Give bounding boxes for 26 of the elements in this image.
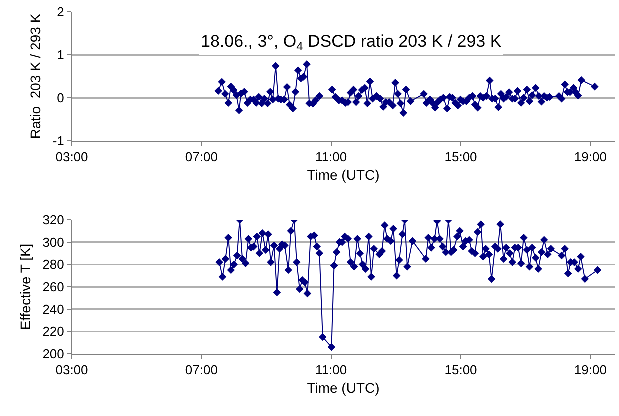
y-tick-label: 1 [57, 48, 64, 63]
x-tick-label: 11:00 [316, 150, 348, 165]
x-tick-label: 03:00 [56, 362, 88, 378]
y-tick-label: 2 [57, 4, 64, 20]
y-tick-label: 320 [42, 212, 64, 228]
x-tick-label: 19:00 [574, 150, 607, 165]
y-tick-label: -1 [52, 134, 64, 149]
x-tick-label: 07:00 [185, 150, 218, 165]
x-tick-label: 07:00 [185, 362, 218, 378]
y-tick-label: 220 [42, 324, 64, 340]
y-axis-title: Ratio 203 K / 293 K [27, 13, 44, 140]
x-tick-label: 03:00 [56, 150, 88, 165]
x-tick-label: 11:00 [316, 362, 348, 378]
y-tick-label: 0 [57, 90, 64, 106]
y-tick-label: 280 [42, 257, 64, 272]
x-axis-title: Time (UTC) [307, 166, 380, 183]
y-axis-title: Effective T [K] [17, 244, 34, 330]
y-tick-label: 240 [42, 302, 64, 317]
x-tick-label: 19:00 [574, 362, 607, 378]
x-tick-label: 15:00 [444, 362, 478, 378]
x-axis-title: Time (UTC) [307, 380, 380, 396]
x-tick-label: 15:00 [444, 150, 478, 165]
y-tick-label: 300 [42, 234, 64, 250]
y-tick-label: 200 [42, 346, 64, 362]
y-tick-label: 260 [42, 280, 64, 295]
text: 18.06., 3°, O$_{4}$ DSCD ratio 203 K / 293 K [201, 32, 502, 54]
